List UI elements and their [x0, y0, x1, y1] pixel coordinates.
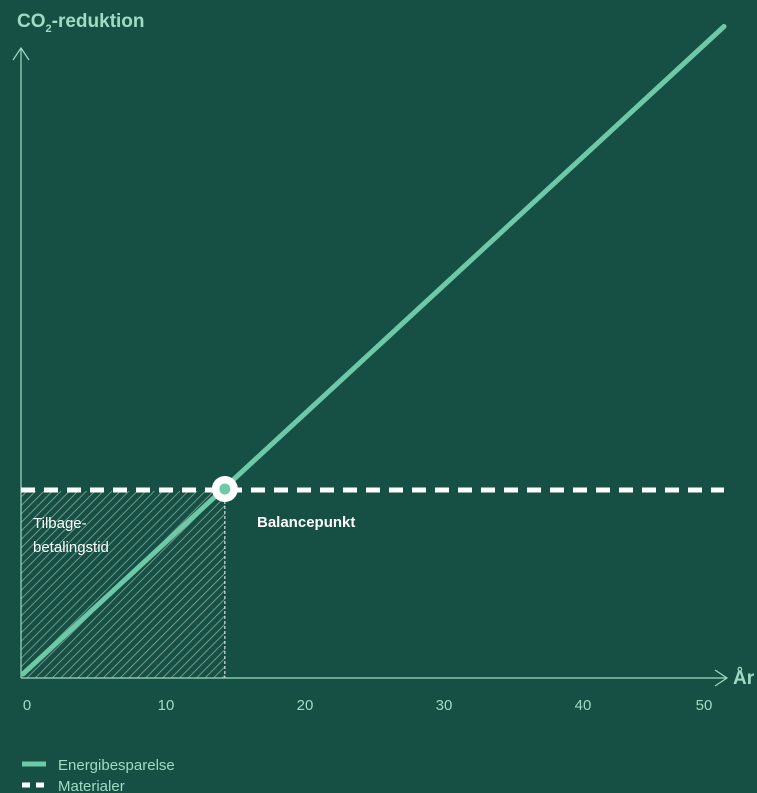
x-tick-label: 30 [436, 697, 453, 714]
balance-point-label: Balancepunkt [257, 514, 355, 531]
x-tick-label: 0 [23, 697, 31, 714]
payback-label-line2: betalingstid [33, 539, 109, 556]
x-axis-arrow-icon [714, 669, 729, 687]
series-energibesparelse-line [20, 24, 727, 677]
y-axis-title: CO2-reduktion [17, 11, 145, 35]
x-tick-labels: 0 10 20 30 40 50 [23, 697, 713, 714]
legend-label-materialer: Materialer [58, 778, 125, 793]
y-axis-arrow-icon [12, 46, 30, 61]
x-axis-title: År [733, 668, 755, 689]
x-tick-label: 10 [158, 697, 175, 714]
payback-label-line1: Tilbage- [33, 515, 87, 532]
balance-point-center [219, 483, 231, 495]
legend-label-energibesparelse: Energibesparelse [58, 757, 175, 774]
x-tick-label: 20 [297, 697, 314, 714]
legend: Energibesparelse Materialer [22, 757, 175, 793]
x-tick-label: 50 [696, 697, 713, 714]
x-tick-label: 40 [575, 697, 592, 714]
